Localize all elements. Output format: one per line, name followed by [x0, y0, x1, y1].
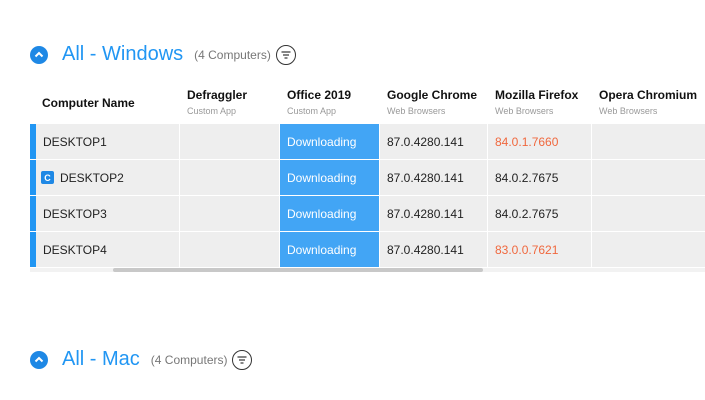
status-text: Downloading: [287, 242, 357, 257]
office-2019-cell[interactable]: Downloading: [280, 196, 380, 231]
version-text: 87.0.4280.141: [387, 242, 464, 257]
office-2019-cell[interactable]: Downloading: [280, 124, 380, 159]
column-header-opera-chromium[interactable]: Opera Chromium Web Browsers: [599, 88, 697, 116]
computer-name: DESKTOP1: [43, 134, 107, 149]
chrome-version-cell[interactable]: 87.0.4280.141: [380, 196, 488, 231]
office-2019-cell[interactable]: Downloading: [280, 232, 380, 267]
table-row[interactable]: DESKTOP4 Downloading 87.0.4280.141 83.0.…: [30, 232, 705, 267]
firefox-version-cell[interactable]: 84.0.1.7660: [488, 124, 592, 159]
status-text: Downloading: [287, 134, 357, 149]
group-header-mac: All - Mac (4 Computers): [30, 348, 253, 371]
row-accent: [30, 232, 36, 267]
column-title: Opera Chromium: [599, 88, 698, 102]
column-title: Mozilla Firefox: [495, 88, 579, 102]
column-header-mozilla-firefox[interactable]: Mozilla Firefox Web Browsers: [495, 88, 578, 116]
filter-windows-button[interactable]: [275, 44, 296, 65]
version-text: 87.0.4280.141: [387, 206, 464, 221]
version-text: 84.0.1.7660: [495, 134, 559, 149]
computer-name: DESKTOP4: [43, 242, 107, 257]
table-row[interactable]: DESKTOP3 Downloading 87.0.4280.141 84.0.…: [30, 196, 705, 232]
row-accent: [30, 160, 36, 195]
column-title: Computer Name: [42, 96, 135, 110]
chrome-version-cell[interactable]: 87.0.4280.141: [380, 160, 488, 195]
column-category: Custom App: [187, 106, 237, 116]
filter-icon: [237, 355, 247, 364]
version-text: 84.0.2.7675: [495, 206, 559, 221]
column-category: Web Browsers: [599, 106, 658, 116]
version-text: 87.0.4280.141: [387, 170, 464, 185]
column-title: Google Chrome: [387, 88, 478, 102]
table-header: Computer Name Defraggler Custom App Offi…: [30, 85, 705, 123]
chrome-version-cell[interactable]: 87.0.4280.141: [380, 124, 488, 159]
group-count-mac: (4 Computers): [150, 352, 228, 367]
defraggler-cell[interactable]: [180, 196, 280, 231]
version-text: 87.0.4280.141: [387, 134, 464, 149]
chrome-version-cell[interactable]: 87.0.4280.141: [380, 232, 488, 267]
scrollbar-thumb[interactable]: [113, 268, 483, 272]
filter-icon: [281, 50, 291, 59]
row-accent: [30, 124, 36, 159]
computers-table: Computer Name Defraggler Custom App Offi…: [30, 85, 705, 275]
defraggler-cell[interactable]: [180, 232, 280, 267]
column-title: Office 2019: [287, 88, 352, 102]
collapse-windows-button[interactable]: [30, 45, 48, 64]
column-title: Defraggler: [187, 88, 248, 102]
row-accent: [30, 196, 36, 231]
column-category: Web Browsers: [387, 106, 446, 116]
group-title-mac: All - Mac: [62, 348, 140, 370]
opera-version-cell[interactable]: [592, 160, 705, 195]
computer-name-cell[interactable]: DESKTOP4: [36, 232, 180, 267]
table-row[interactable]: DESKTOP1 Downloading 87.0.4280.141 84.0.…: [30, 124, 705, 160]
firefox-version-cell[interactable]: 84.0.2.7675: [488, 160, 592, 195]
office-2019-cell[interactable]: Downloading: [280, 160, 380, 195]
filter-mac-button[interactable]: [232, 349, 253, 370]
group-title-windows: All - Windows: [62, 43, 184, 65]
client-badge: C: [41, 171, 54, 184]
computer-name: DESKTOP2: [60, 170, 124, 185]
group-count-windows: (4 Computers): [194, 47, 271, 62]
group-header-windows: All - Windows (4 Computers): [30, 43, 296, 66]
computer-name-cell[interactable]: DESKTOP1: [36, 124, 180, 159]
column-header-google-chrome[interactable]: Google Chrome Web Browsers: [387, 88, 477, 116]
version-text: 83.0.0.7621: [495, 242, 559, 257]
column-category: Web Browsers: [495, 106, 554, 116]
opera-version-cell[interactable]: [592, 196, 705, 231]
firefox-version-cell[interactable]: 84.0.2.7675: [488, 196, 592, 231]
status-text: Downloading: [287, 206, 357, 221]
computer-name-cell[interactable]: DESKTOP3: [36, 196, 180, 231]
computer-name-cell[interactable]: C DESKTOP2: [36, 160, 180, 195]
version-text: 84.0.2.7675: [495, 170, 559, 185]
column-category: Custom App: [287, 106, 337, 116]
chevron-up-icon: [34, 51, 44, 58]
column-header-defraggler[interactable]: Defraggler Custom App: [187, 88, 247, 116]
opera-version-cell[interactable]: [592, 232, 705, 267]
opera-version-cell[interactable]: [592, 124, 705, 159]
collapse-mac-button[interactable]: [30, 350, 48, 369]
status-text: Downloading: [287, 170, 357, 185]
horizontal-scrollbar[interactable]: [30, 268, 705, 272]
column-header-computer-name[interactable]: Computer Name: [42, 96, 135, 110]
table-row[interactable]: C DESKTOP2 Downloading 87.0.4280.141 84.…: [30, 160, 705, 196]
table-body: DESKTOP1 Downloading 87.0.4280.141 84.0.…: [30, 124, 705, 267]
defraggler-cell[interactable]: [180, 124, 280, 159]
chevron-up-icon: [34, 356, 44, 363]
computer-name: DESKTOP3: [43, 206, 107, 221]
column-header-office-2019[interactable]: Office 2019 Custom App: [287, 88, 351, 116]
firefox-version-cell[interactable]: 83.0.0.7621: [488, 232, 592, 267]
defraggler-cell[interactable]: [180, 160, 280, 195]
